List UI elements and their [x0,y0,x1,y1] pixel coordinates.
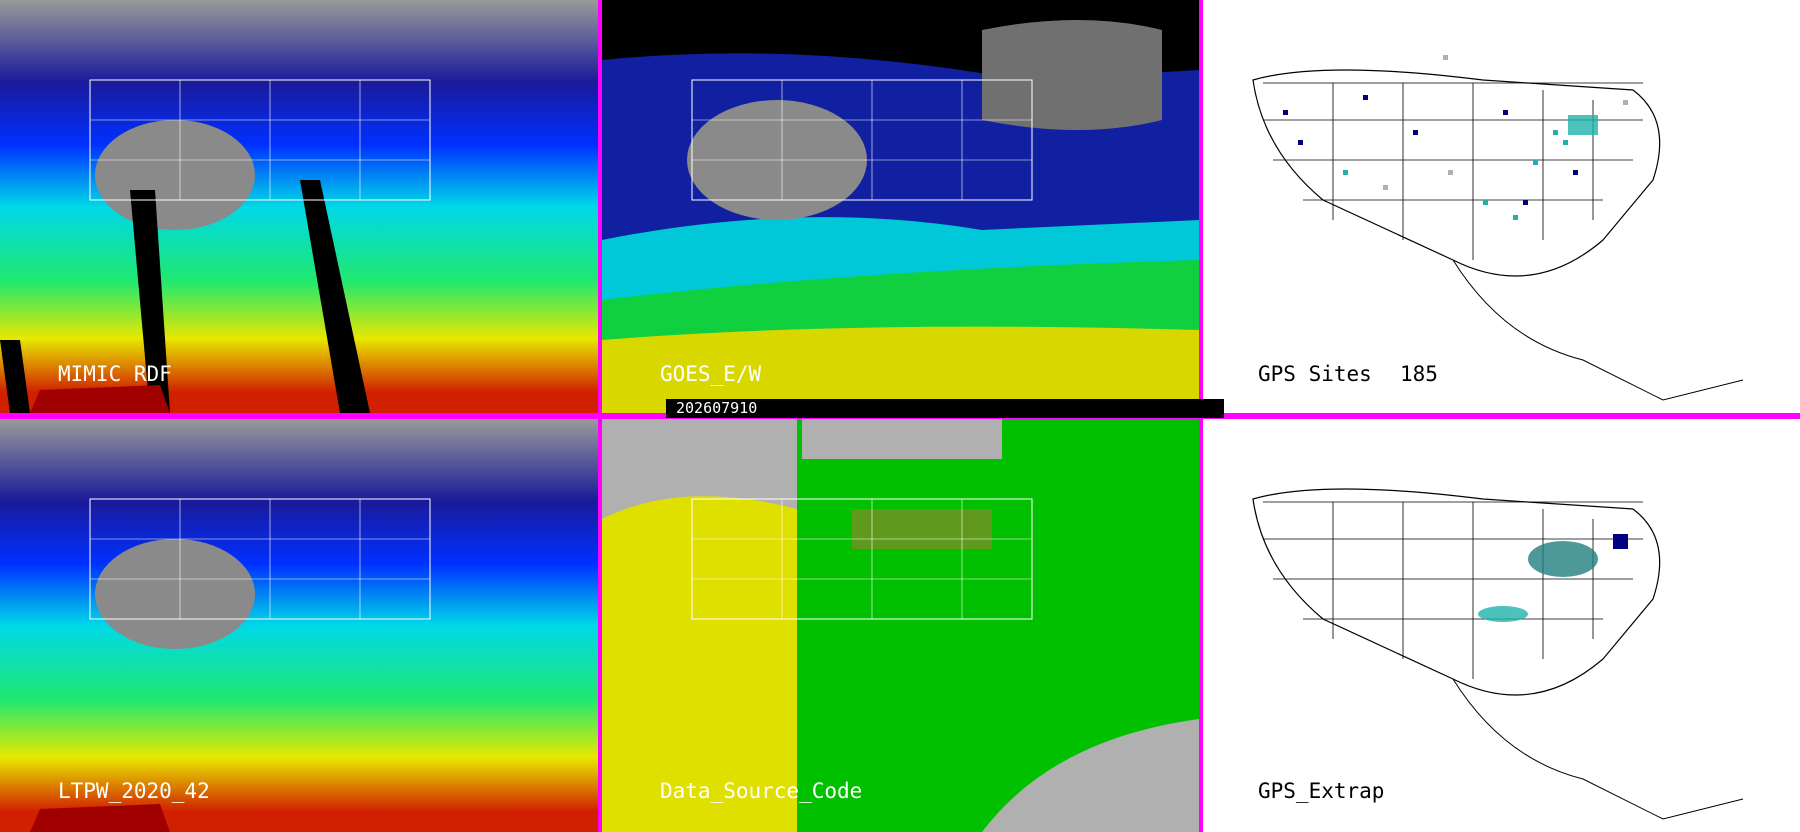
panel-label: MIMIC RDF [58,362,172,386]
panel-gps-sites: GPS Sites 185 [1203,0,1800,413]
mimic-tpw-map [0,0,598,413]
timestamp-bar: 202607910 [666,399,1224,418]
ltpw-tpw-map [0,419,598,832]
gps-sites-map [1252,55,1744,401]
data-source-map [602,419,1199,832]
gps-site-markers [1283,55,1628,220]
gps-extrap-map [1252,488,1744,820]
panel-label: GOES_E/W [660,362,762,386]
panel-mimic-rdf: MIMIC RDF [0,0,598,413]
panel-data-source-code: Data_Source_Code [602,419,1199,832]
panel-ltpw: LTPW_2020_42 [0,419,598,832]
panel-gps-extrap: GPS_Extrap [1203,419,1800,832]
goes-tpw-map [602,0,1199,413]
panel-goes-ew: GOES_E/W [602,0,1199,413]
panel-label: Data_Source_Code [660,779,863,803]
gps-sites-count: 185 [1400,362,1438,386]
panel-label: LTPW_2020_42 [58,779,210,803]
panel-label: GPS_Extrap [1258,779,1385,803]
panel-label: GPS Sites [1258,362,1372,386]
